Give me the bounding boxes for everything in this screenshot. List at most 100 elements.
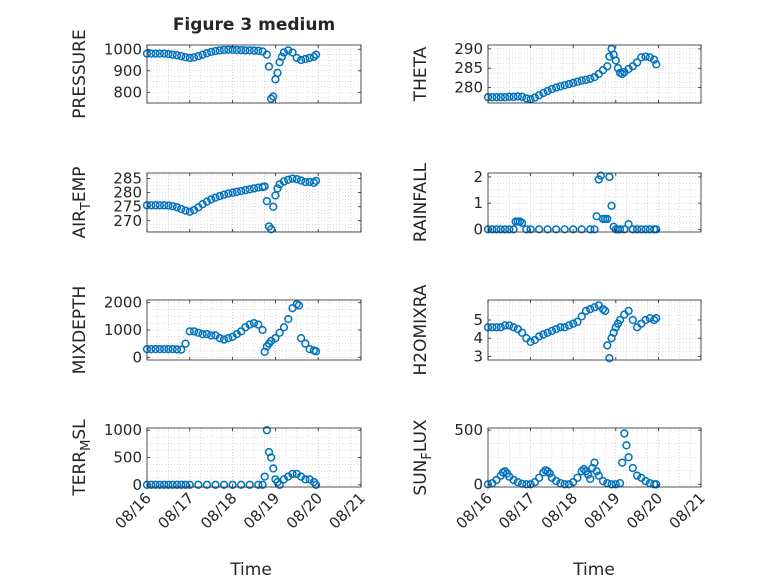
y-tick-label: 275 <box>113 198 142 216</box>
data-point <box>215 191 224 201</box>
data-point <box>622 441 631 450</box>
data-point <box>552 225 561 234</box>
y-axis-label: SUNFLUX <box>411 419 435 496</box>
x-axis-label-left: Time <box>229 560 272 580</box>
figure-title: Figure 3 medium <box>173 15 335 35</box>
grid-lines <box>487 45 702 103</box>
data-point <box>581 75 591 84</box>
subplot-terr-msl: 0 500 1000 08/16 08/17 08/18 08/19 08/20 08/21 TE… <box>70 419 369 533</box>
data-series <box>483 429 661 489</box>
data-point <box>202 197 212 206</box>
data-point <box>155 49 164 58</box>
data-point <box>311 347 321 356</box>
data-point <box>547 326 557 336</box>
data-point <box>500 93 510 102</box>
data-point <box>189 327 199 336</box>
data-point <box>628 463 637 473</box>
data-point <box>492 93 501 102</box>
axes-box <box>146 172 362 233</box>
data-point <box>207 47 216 57</box>
data-point <box>492 323 501 332</box>
axes-box <box>487 172 702 233</box>
data-point <box>237 46 246 55</box>
data-point <box>309 52 319 61</box>
data-point <box>224 189 233 198</box>
data-point <box>605 172 614 182</box>
y-tick-label: 285 <box>454 59 483 77</box>
data-point <box>219 335 229 344</box>
y-axis-label: PRESSURE <box>70 29 90 118</box>
data-point <box>649 55 659 64</box>
x-tick-label: 08/21 <box>326 489 369 532</box>
data-point <box>288 174 297 183</box>
data-point <box>159 201 169 210</box>
data-point <box>592 467 601 476</box>
data-point <box>237 186 246 196</box>
data-point <box>496 225 505 234</box>
data-point <box>292 175 301 184</box>
data-point <box>620 225 629 234</box>
data-point <box>526 480 535 489</box>
data-point <box>579 464 588 474</box>
data-point <box>241 46 250 55</box>
y-tick-label: 2000 <box>104 294 142 312</box>
data-point <box>185 327 194 336</box>
x-tick-label: 08/19 <box>580 489 623 532</box>
data-point <box>185 480 194 489</box>
data-point <box>224 334 233 343</box>
data-series <box>142 299 321 356</box>
data-point <box>262 50 271 59</box>
data-point <box>159 49 169 58</box>
data-point <box>564 480 574 489</box>
data-point <box>147 344 156 354</box>
axes-box <box>146 44 362 104</box>
data-point <box>296 334 306 343</box>
data-point <box>605 52 614 61</box>
data-point <box>245 320 254 329</box>
data-point <box>596 171 606 180</box>
y-tick-label: 0 <box>132 348 142 366</box>
data-point <box>632 58 642 67</box>
data-point <box>249 319 259 328</box>
data-point <box>237 480 246 489</box>
data-point <box>202 329 212 339</box>
data-point <box>488 93 497 102</box>
data-point <box>607 201 616 210</box>
x-tick-label: 08/16 <box>453 489 496 532</box>
plot-area <box>147 428 361 487</box>
data-point <box>641 315 650 325</box>
data-point <box>505 92 514 101</box>
data-point <box>652 314 661 323</box>
data-point <box>611 56 620 65</box>
data-point <box>151 201 160 210</box>
data-point <box>266 94 276 103</box>
data-point <box>279 177 289 186</box>
data-point <box>517 328 527 337</box>
data-point <box>215 46 224 55</box>
data-point <box>577 467 586 476</box>
data-point <box>284 314 293 324</box>
data-point <box>172 203 182 212</box>
data-point <box>543 467 552 476</box>
data-point <box>552 476 561 486</box>
data-point <box>284 175 293 184</box>
data-point <box>245 480 254 489</box>
data-point <box>509 323 518 332</box>
data-point <box>539 330 548 339</box>
data-point <box>301 475 310 484</box>
data-point <box>615 225 625 234</box>
data-point <box>185 207 194 216</box>
data-point <box>598 304 608 314</box>
data-point <box>556 323 565 332</box>
x-tick-label: 08/18 <box>538 489 581 532</box>
data-series <box>483 44 661 104</box>
data-point <box>155 344 164 354</box>
x-tick-label: 08/16 <box>112 489 155 532</box>
data-point <box>309 178 319 187</box>
data-point <box>624 219 633 229</box>
data-point <box>159 344 169 354</box>
data-point <box>266 453 276 462</box>
data-point <box>586 225 595 234</box>
data-point <box>577 312 586 321</box>
data-point <box>254 480 263 489</box>
